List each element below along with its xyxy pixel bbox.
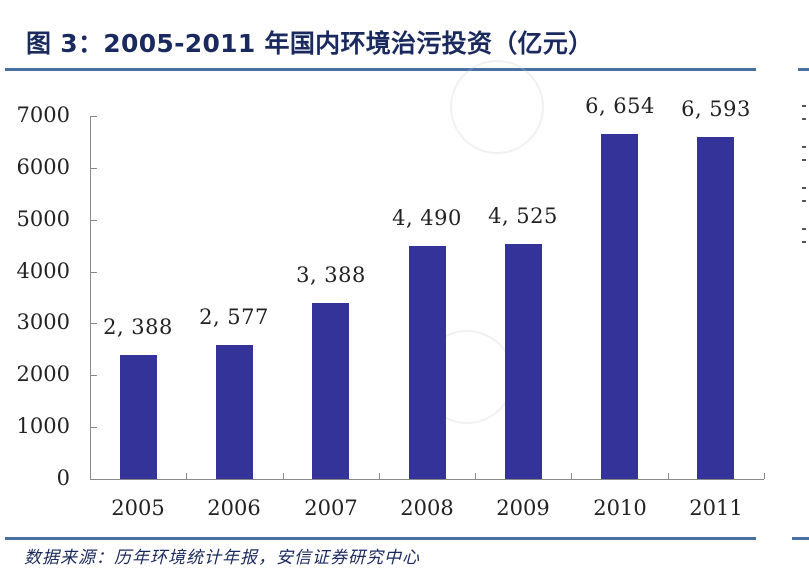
y-tick-label: 3000 — [16, 310, 70, 334]
source-note: 数据来源：历年环境统计年报，安信证券研究中心 — [24, 548, 420, 568]
bar-2011 — [697, 137, 734, 479]
bar-2010 — [601, 134, 638, 479]
data-label: 4, 490 — [392, 206, 462, 230]
y-tick-label: 0 — [56, 466, 70, 490]
x-tick-mark — [764, 473, 765, 479]
y-tick-mark — [90, 479, 97, 480]
data-label: 6, 654 — [585, 94, 655, 118]
y-tick-label: 6000 — [16, 155, 70, 179]
adjacent-panel-tick — [802, 146, 806, 148]
adjacent-panel-tick — [802, 228, 806, 230]
bar-2008 — [409, 246, 446, 479]
y-tick-mark — [90, 220, 97, 221]
adjacent-panel-tick — [802, 105, 806, 107]
x-tick-label: 2005 — [111, 496, 165, 520]
y-tick-mark — [90, 375, 97, 376]
y-tick-mark — [90, 272, 97, 273]
adjacent-panel-tick — [802, 187, 806, 189]
bar-2006 — [216, 345, 253, 479]
y-tick-label: 2000 — [16, 362, 70, 386]
data-label: 2, 388 — [103, 315, 173, 339]
y-tick-label: 5000 — [16, 207, 70, 231]
bar-2005 — [120, 355, 157, 479]
bar-2009 — [505, 244, 542, 479]
y-tick-mark — [90, 323, 97, 324]
x-tick-mark — [283, 473, 284, 479]
y-tick-mark — [90, 427, 97, 428]
x-tick-label: 2010 — [593, 496, 647, 520]
data-label: 2, 577 — [199, 305, 269, 329]
adjacent-panel-tick — [802, 200, 806, 202]
x-tick-label: 2008 — [400, 496, 454, 520]
adjacent-panel-tick — [802, 241, 806, 243]
x-tick-mark — [475, 473, 476, 479]
y-tick-label: 1000 — [16, 414, 70, 438]
x-tick-label: 2006 — [207, 496, 261, 520]
y-tick-mark — [90, 116, 97, 117]
footer-rule — [5, 537, 756, 540]
x-tick-mark — [186, 473, 187, 479]
x-tick-mark — [571, 473, 572, 479]
data-label: 3, 388 — [296, 263, 366, 287]
data-label: 4, 525 — [488, 204, 558, 228]
y-tick-mark — [90, 168, 97, 169]
x-tick-label: 2011 — [689, 496, 743, 520]
x-tick-mark — [379, 473, 380, 479]
footer-rule-right — [792, 537, 809, 540]
x-axis — [90, 479, 764, 480]
title-rule — [5, 68, 756, 71]
title-rule-right — [798, 68, 809, 71]
watermark-icon — [450, 60, 544, 154]
y-axis — [90, 116, 91, 480]
x-tick-label: 2009 — [496, 496, 550, 520]
data-label: 6, 593 — [681, 97, 751, 121]
adjacent-panel-tick — [802, 118, 806, 120]
x-tick-mark — [668, 473, 669, 479]
adjacent-panel-tick — [802, 159, 806, 161]
y-tick-label: 4000 — [16, 259, 70, 283]
figure-title: 图 3：2005-2011 年国内环境治污投资（亿元） — [26, 29, 594, 58]
bar-2007 — [312, 303, 349, 479]
y-tick-label: 7000 — [16, 103, 70, 127]
x-tick-label: 2007 — [304, 496, 358, 520]
